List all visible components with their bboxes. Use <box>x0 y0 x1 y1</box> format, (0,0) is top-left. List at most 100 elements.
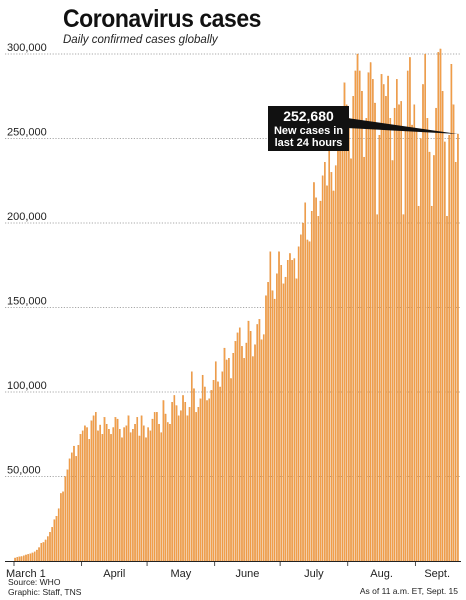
bar <box>156 412 158 562</box>
bar <box>164 413 167 562</box>
bar <box>75 456 77 562</box>
bar <box>53 519 56 562</box>
bar <box>103 417 106 562</box>
y-tick-label: 300,000 <box>7 42 47 54</box>
bar <box>151 418 154 562</box>
bar <box>374 102 376 562</box>
bar <box>180 410 182 562</box>
bar <box>354 70 357 562</box>
bar <box>385 96 387 562</box>
bar <box>236 332 239 562</box>
bar <box>108 429 110 562</box>
bar <box>177 415 180 562</box>
bar <box>95 412 97 562</box>
bar <box>79 434 82 562</box>
bar <box>190 371 193 562</box>
bar <box>25 554 27 562</box>
bar <box>382 84 385 562</box>
source-line: Source: WHO <box>8 577 61 587</box>
bar <box>321 175 324 562</box>
bar <box>441 91 444 562</box>
bar <box>256 324 259 562</box>
bar <box>14 557 16 562</box>
bar <box>254 344 256 562</box>
bar <box>435 107 437 562</box>
bar <box>437 52 440 562</box>
bar <box>291 260 293 562</box>
bar <box>84 425 86 562</box>
bar <box>326 185 328 562</box>
bar <box>430 205 433 562</box>
bar <box>265 295 267 562</box>
bar <box>166 422 169 562</box>
bar <box>38 547 40 562</box>
bar <box>149 430 152 562</box>
bar <box>446 216 448 562</box>
bar <box>426 118 429 562</box>
bar <box>204 386 206 562</box>
bar <box>169 423 171 562</box>
bar <box>452 104 455 562</box>
bar <box>40 543 43 562</box>
bar <box>393 107 396 562</box>
bar <box>398 104 400 562</box>
bar <box>295 278 298 562</box>
bar <box>49 532 51 562</box>
bar <box>199 398 202 562</box>
bar <box>112 427 115 562</box>
bar <box>162 400 165 562</box>
bar <box>42 542 45 562</box>
bar <box>302 222 304 562</box>
bar <box>184 402 187 562</box>
bar <box>217 381 219 562</box>
bar <box>415 129 418 562</box>
bar <box>348 118 350 562</box>
bar <box>367 72 370 562</box>
bar <box>145 437 147 562</box>
bar <box>212 380 215 562</box>
bar <box>97 430 99 562</box>
bar <box>44 539 47 562</box>
bar <box>400 101 402 562</box>
bar <box>55 516 58 562</box>
bar <box>315 197 317 562</box>
bar <box>173 395 176 562</box>
bar <box>158 423 160 562</box>
bar <box>182 395 184 562</box>
bar <box>433 155 435 562</box>
bar <box>387 75 389 562</box>
bar <box>260 339 263 562</box>
x-tick-label: April <box>103 568 125 580</box>
as-of-note: As of 11 a.m. ET, Sept. 15 <box>359 586 458 596</box>
x-tick-label: Sept. <box>424 568 450 580</box>
x-tick-label: May <box>171 568 192 580</box>
y-axis-ticks: 50,000 100,000 150,000 200,000 250,000 300,00… <box>7 42 47 477</box>
bar <box>214 361 217 562</box>
bar <box>142 425 145 562</box>
bar <box>121 437 123 562</box>
bar <box>286 260 289 562</box>
bar <box>195 412 197 562</box>
bar <box>249 331 252 562</box>
bar <box>138 435 141 562</box>
bar <box>444 141 446 562</box>
bar <box>153 412 156 562</box>
bar <box>420 138 422 562</box>
bar <box>118 429 121 562</box>
bar <box>171 402 173 562</box>
latest-value-callout: 252,680 New cases in last 24 hours <box>268 106 458 151</box>
bar <box>247 320 250 562</box>
bar <box>99 424 101 562</box>
bar <box>90 420 93 562</box>
source-credits: Source: WHO Graphic: Staff, TNS <box>8 577 81 597</box>
bar <box>339 129 341 562</box>
bar <box>417 205 420 562</box>
bar <box>66 469 69 562</box>
bar <box>68 458 71 562</box>
callout-box <box>268 106 349 151</box>
bar <box>64 476 67 562</box>
bar <box>422 84 424 562</box>
x-tick-label: Aug. <box>370 568 393 580</box>
bar <box>73 445 75 562</box>
callout-pointer <box>347 118 458 134</box>
